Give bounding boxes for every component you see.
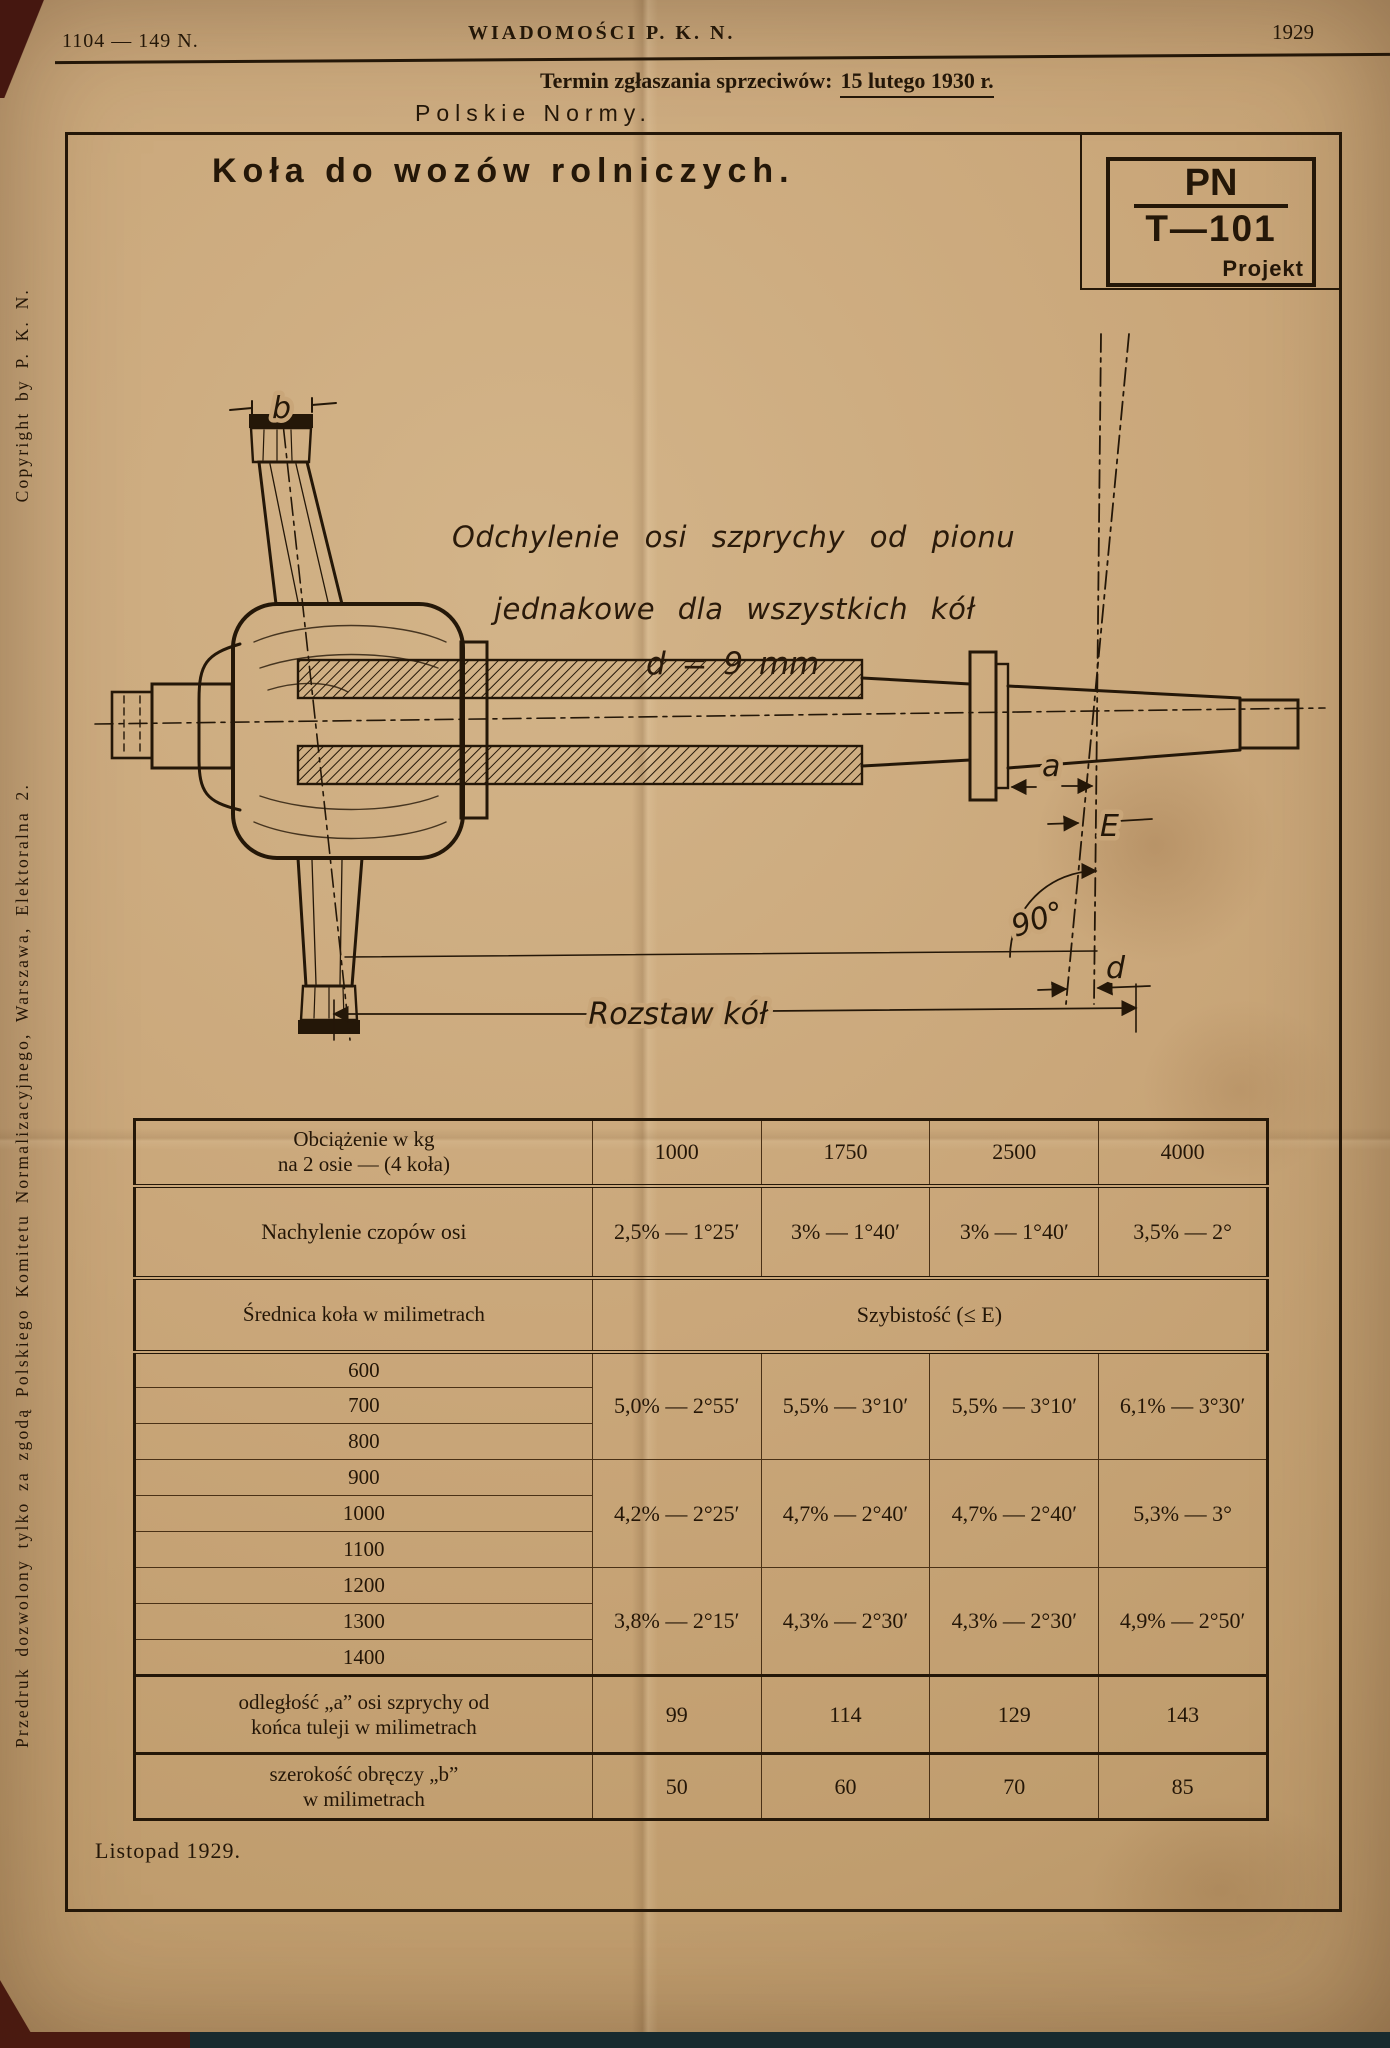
load-value: 4000 [1098, 1119, 1268, 1188]
incline-value: 3% — 1°40′ [929, 1185, 1100, 1280]
diameter-row: 600 5,0% — 2°55′ 5,5% — 3°10′ 5,5% — 3°1… [134, 1351, 1268, 1460]
incline-value: 3,5% — 2° [1098, 1185, 1268, 1280]
diameter-cell: 900 [134, 1459, 593, 1496]
drawing-note-line1: Odchylenie osi szprychy od pionu [452, 520, 1016, 554]
standard-sheet-frame [65, 132, 1342, 1912]
left-imprint: Przedruk dozwolony tylko za zgodą Polski… [12, 288, 33, 1748]
pn-number: T—101 [1145, 207, 1277, 249]
photo-edge-bottom-left [0, 2032, 190, 2048]
diameter-cell: 700 [134, 1387, 593, 1424]
issue-date: Listopad 1929. [95, 1838, 241, 1863]
spoke-distance-label: odległość „a” osi szprychy od końca tule… [134, 1675, 593, 1755]
rim-width-value: 70 [929, 1753, 1100, 1820]
diameter-cell: 800 [134, 1423, 593, 1460]
journal-title: WIADOMOŚCI P. K. N. [468, 22, 736, 44]
spoke-distance-row: odległość „a” osi szprychy od końca tule… [134, 1675, 1268, 1755]
rim-width-row: szerokość obręczy „b” w milimetrach 50 6… [134, 1753, 1268, 1820]
objection-deadline-label: Termin zgłaszania sprzeciwów: [540, 68, 833, 93]
diameter-cell: 1400 [134, 1639, 593, 1677]
diameter-cell: 1100 [134, 1531, 593, 1568]
speediness-cell: 5,5% — 3°10′ [760, 1351, 931, 1460]
incline-label: Nachylenie czopów osi [134, 1185, 593, 1280]
pn-designation-cell: PN T—101 Projekt [1080, 135, 1342, 290]
load-header-row: Obciążenie w kg na 2 osie — (4 koła) 100… [134, 1119, 1268, 1188]
speediness-cell: 3,8% — 2°15′ [591, 1567, 762, 1677]
diameter-row: 1200 3,8% — 2°15′ 4,3% — 2°30′ 4,3% — 2°… [134, 1567, 1268, 1677]
load-value: 1000 [591, 1119, 762, 1188]
drawing-note-line3: d = 9 mm [646, 646, 820, 682]
pn-designation-box: PN T—101 Projekt [1106, 157, 1316, 287]
spoke-distance-value: 143 [1098, 1675, 1268, 1755]
rim-width-value: 85 [1098, 1753, 1268, 1820]
speediness-cell: 4,7% — 2°40′ [929, 1459, 1100, 1568]
load-value: 1750 [760, 1119, 931, 1188]
diameter-cell: 1200 [134, 1567, 593, 1604]
reprint-notice: Przedruk dozwolony tylko za zgodą Polski… [12, 782, 32, 1748]
objection-deadline: Termin zgłaszania sprzeciwów: 15 lutego 1… [540, 68, 994, 98]
diameter-cell: 1000 [134, 1495, 593, 1532]
diameter-header-row: Średnica koła w milimetrach Szybistość (… [134, 1277, 1269, 1354]
rim-width-line1: szerokość obręczy „b” [269, 1761, 459, 1786]
diameter-cell: 600 [134, 1351, 593, 1388]
spoke-distance-line1: odległość „a” osi szprychy od [238, 1689, 490, 1714]
journal-year: 1929 [1272, 20, 1314, 44]
speediness-cell: 5,0% — 2°55′ [591, 1351, 762, 1460]
diameter-cell: 1300 [134, 1603, 593, 1640]
diameter-row: 1100 [134, 1531, 1268, 1568]
header-rule [55, 52, 1390, 64]
photo-corner-top-left [0, 0, 44, 98]
drawing-note-line2: jednakowe dla wszystkich kół [494, 592, 976, 626]
diameter-header-label: Średnica koła w milimetrach [134, 1277, 593, 1354]
speediness-cell: 5,3% — 3° [1098, 1459, 1268, 1568]
photo-edge-bottom [0, 2032, 1390, 2048]
standard-title: Koła do wozów rolniczych. [212, 152, 795, 190]
speediness-cell: 6,1% — 3°30′ [1098, 1351, 1268, 1460]
load-label-line2: na 2 osie — (4 koła) [277, 1152, 450, 1177]
spoke-distance-value: 114 [760, 1675, 931, 1755]
objection-deadline-date: 15 lutego 1930 r. [840, 68, 994, 98]
incline-row: Nachylenie czopów osi 2,5% — 1°25′ 3% — … [134, 1185, 1268, 1280]
rim-width-row-label: szerokość obręczy „b” w milimetrach [134, 1753, 593, 1820]
incline-value: 3% — 1°40′ [760, 1185, 931, 1280]
diameter-row: 1300 [134, 1603, 1268, 1640]
rim-width-value: 50 [591, 1753, 762, 1820]
spoke-distance-value: 129 [929, 1675, 1100, 1755]
speediness-cell: 4,9% — 2°50′ [1098, 1567, 1268, 1677]
series-heading: Polskie Normy. [415, 100, 652, 126]
spoke-distance-line2: końca tuleji w milimetrach [251, 1714, 477, 1739]
speediness-cell: 4,7% — 2°40′ [760, 1459, 931, 1568]
copyright-notice: Copyright by P. K. N. [12, 288, 32, 503]
specification-table: Obciążenie w kg na 2 osie — (4 koła) 100… [133, 1118, 1269, 1821]
load-value: 2500 [929, 1119, 1100, 1188]
photo-corner-bottom-left [0, 1976, 34, 2034]
speediness-cell: 4,3% — 2°30′ [929, 1567, 1100, 1677]
pn-divider [1134, 204, 1288, 208]
diameter-row: 1400 [134, 1639, 1268, 1677]
page-code: 1104 — 149 N. [62, 30, 199, 52]
load-header-label: Obciążenie w kg na 2 osie — (4 koła) [134, 1119, 593, 1188]
speediness-cell: 5,5% — 3°10′ [929, 1351, 1100, 1460]
spoke-distance-value: 99 [591, 1675, 762, 1755]
speediness-span-label: Szybistość (≤ E) [591, 1277, 1269, 1354]
diameter-row: 900 4,2% — 2°25′ 4,7% — 2°40′ 4,7% — 2°4… [134, 1459, 1268, 1568]
speediness-cell: 4,3% — 2°30′ [760, 1567, 931, 1677]
pn-org: PN [1184, 162, 1238, 204]
pn-status: Projekt [1222, 256, 1304, 281]
rim-width-line2: w milimetrach [302, 1786, 425, 1811]
rim-width-value: 60 [760, 1753, 931, 1820]
load-label-line1: Obciążenie w kg [293, 1127, 435, 1152]
speediness-cell: 4,2% — 2°25′ [591, 1459, 762, 1568]
incline-value: 2,5% — 1°25′ [591, 1185, 762, 1280]
